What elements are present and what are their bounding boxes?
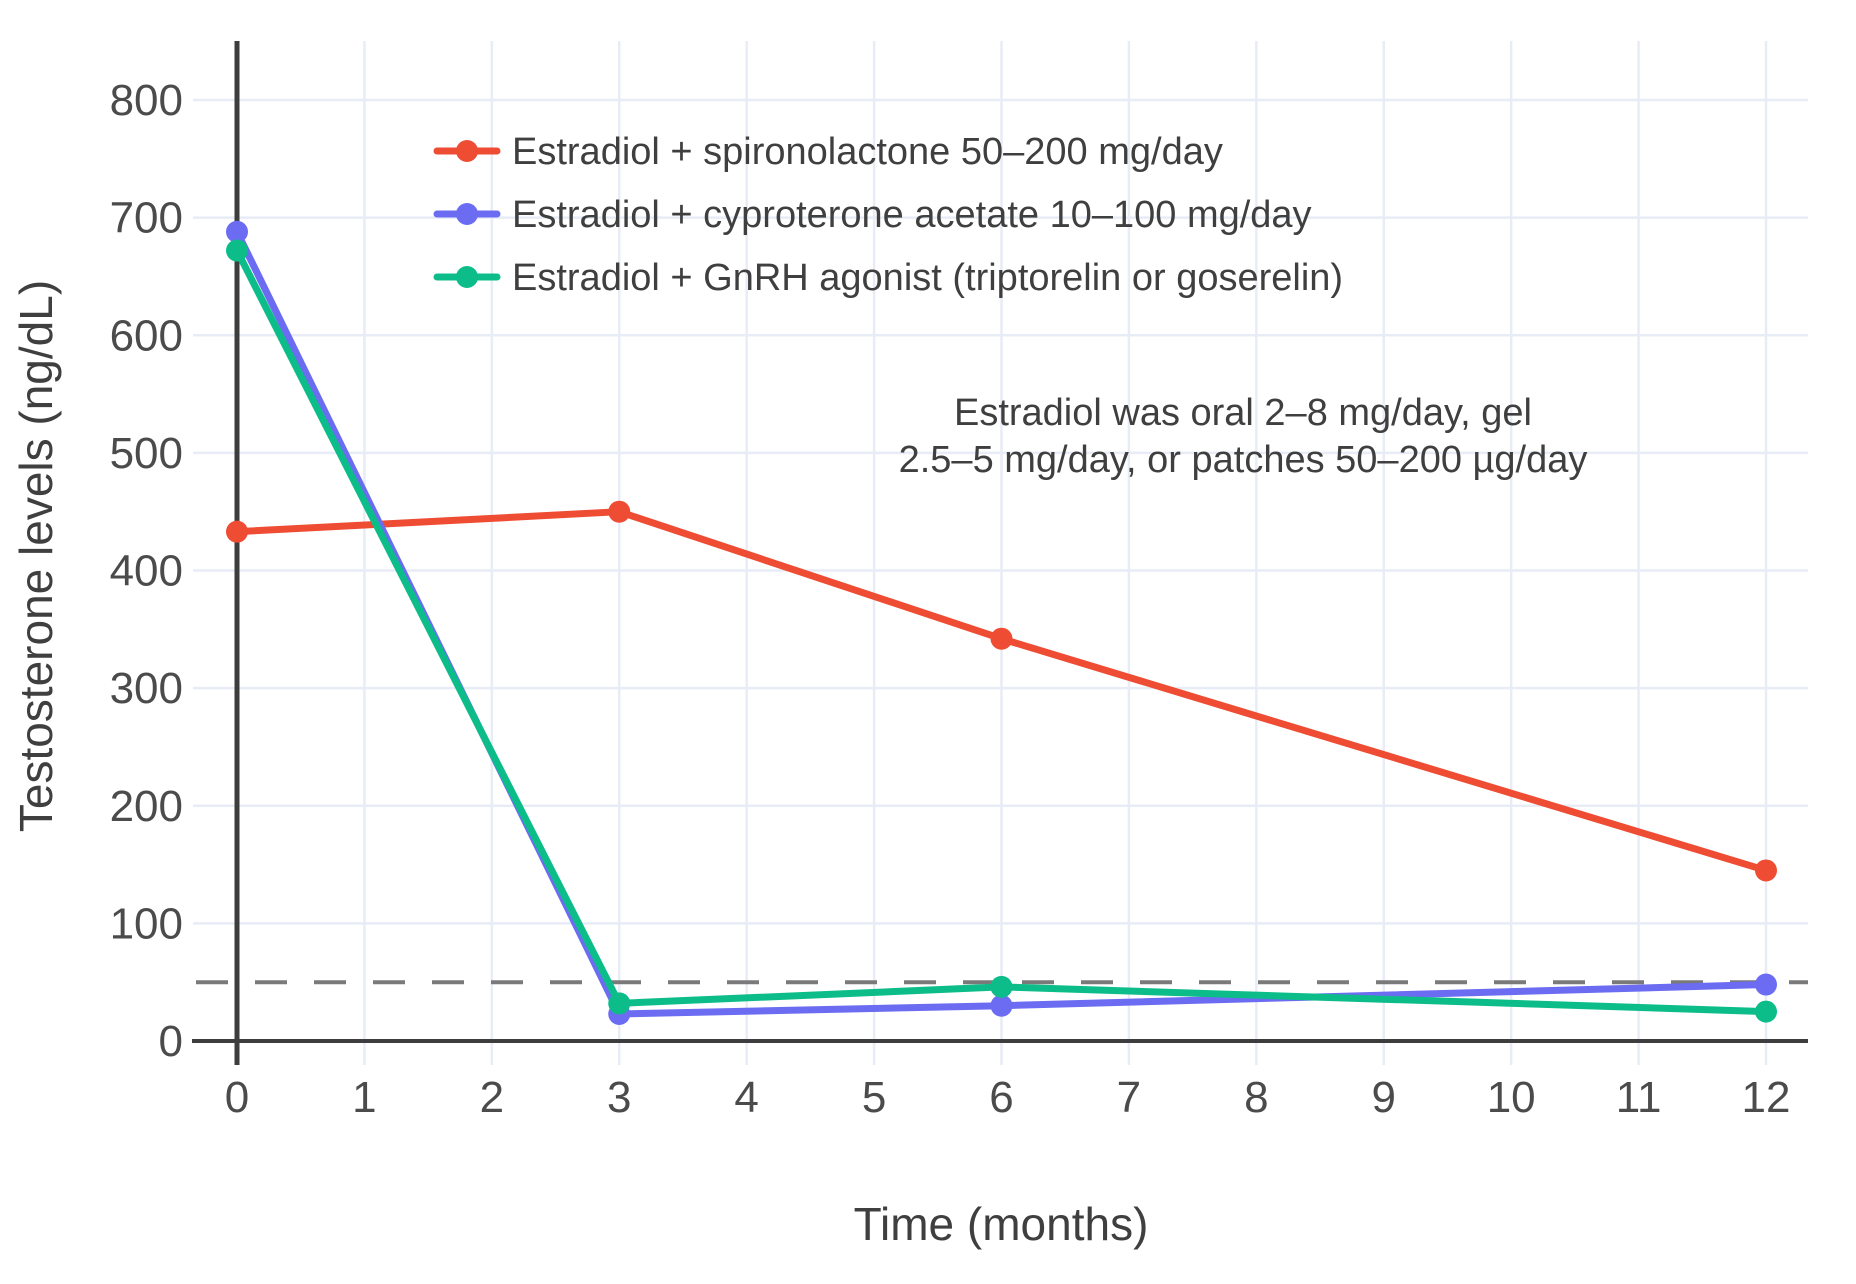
data-point [608, 992, 631, 1015]
legend-label: Estradiol + GnRH agonist (triptorelin or… [512, 257, 1343, 299]
data-line [233, 508, 1770, 874]
legend-swatch-dot [456, 266, 478, 288]
legend-item: Estradiol + spironolactone 50–200 mg/day [433, 131, 1223, 173]
grid-lines [193, 41, 1808, 1065]
data-point [226, 239, 248, 262]
legend-item: Estradiol + GnRH agonist (triptorelin or… [433, 257, 1343, 299]
axes [192, 41, 1808, 1065]
y-tick-label: 800 [110, 76, 183, 125]
data-point [226, 220, 248, 243]
x-tick-label: 6 [989, 1073, 1013, 1122]
annotation: Estradiol was oral 2–8 mg/day, gel 2.5–5… [899, 392, 1588, 481]
y-tick-label: 500 [110, 429, 183, 478]
x-axis-title: Time (months) [854, 1198, 1149, 1250]
annotation-line-1: Estradiol was oral 2–8 mg/day, gel [954, 392, 1532, 434]
legend: Estradiol + spironolactone 50–200 mg/day… [433, 131, 1343, 299]
x-tick-label: 11 [1616, 1073, 1662, 1122]
x-tick-label: 9 [1372, 1073, 1396, 1122]
x-tick-label: 10 [1487, 1073, 1536, 1122]
data-point [990, 975, 1013, 998]
x-tick-label: 2 [480, 1073, 504, 1122]
annotation-line-2: 2.5–5 mg/day, or patches 50–200 µg/day [899, 439, 1588, 481]
y-tick-label: 0 [159, 1017, 183, 1066]
x-tick-label: 7 [1117, 1073, 1141, 1122]
legend-swatch-dot [456, 203, 478, 225]
data-line [233, 247, 1770, 1016]
data-point [1755, 973, 1777, 996]
data-point [226, 520, 248, 543]
data-point [990, 994, 1013, 1017]
y-tick-label: 700 [110, 194, 183, 243]
data-point [990, 627, 1013, 650]
x-tick-label: 4 [734, 1073, 758, 1122]
data-point [1755, 859, 1777, 882]
x-tick-label: 3 [607, 1073, 631, 1122]
y-tick-label: 100 [110, 899, 183, 948]
y-tick-label: 600 [110, 311, 183, 360]
legend-swatch-dot [456, 140, 478, 162]
x-tick-label: 1 [352, 1073, 376, 1122]
x-tick-label: 5 [862, 1073, 886, 1122]
data-point [608, 500, 631, 523]
legend-item: Estradiol + cyproterone acetate 10–100 m… [433, 194, 1312, 236]
data-point [1755, 1000, 1777, 1023]
legend-label: Estradiol + cyproterone acetate 10–100 m… [512, 194, 1312, 236]
x-tick-label: 0 [225, 1073, 249, 1122]
series-lines [226, 220, 1777, 1025]
x-tick-label: 12 [1742, 1073, 1791, 1122]
y-axis-title: Testosterone levels (ng/dL) [10, 280, 62, 832]
legend-label: Estradiol + spironolactone 50–200 mg/day [512, 131, 1223, 173]
y-tick-label: 300 [110, 664, 183, 713]
y-tick-label: 200 [110, 782, 183, 831]
y-tick-label: 400 [110, 547, 183, 596]
x-tick-label: 8 [1244, 1073, 1268, 1122]
